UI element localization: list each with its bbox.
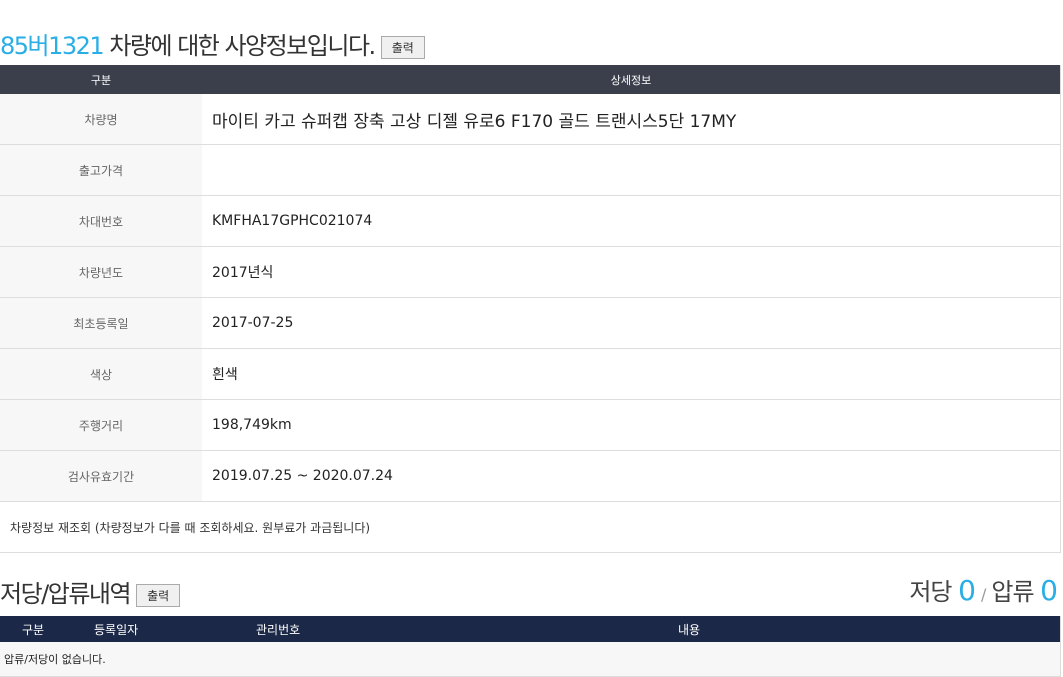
lien-table: 구분 등록일자 관리번호 내용 압류/저당이 없습니다. [0, 616, 1061, 677]
row-value: 2019.07.25 ~ 2020.07.24 [202, 450, 1061, 502]
lien-title-text: 저당/압류내역 [0, 580, 132, 608]
col-content: 내용 [677, 616, 1061, 642]
table-row: 차량년도 2017년식 [0, 246, 1061, 298]
row-label: 차량명 [0, 94, 202, 145]
table-row: 최초등록일 2017-07-25 [0, 297, 1061, 349]
row-value: 198,749km [202, 399, 1061, 451]
row-value [202, 144, 1061, 196]
requery-link[interactable]: 차량정보 재조회 (차량정보가 다를 때 조회하세요. 원부료가 과금됩니다) [0, 501, 1061, 553]
row-value: 흰색 [202, 348, 1061, 400]
col-label: 구분 [0, 65, 202, 94]
row-label: 최초등록일 [0, 297, 202, 349]
col-date: 등록일자 [93, 616, 255, 642]
row-value: 2017년식 [202, 246, 1061, 298]
lien-counts: 저당 0/압류 0 [909, 572, 1058, 607]
title-text: 차량에 대한 사양정보입니다. [103, 32, 376, 60]
table-row: 검사유효기간 2019.07.25 ~ 2020.07.24 [0, 450, 1061, 502]
row-label: 주행거리 [0, 399, 202, 451]
table-row: 차대번호 KMFHA17GPHC021074 [0, 195, 1061, 247]
table-row: 주행거리 198,749km [0, 399, 1061, 451]
row-value: 마이티 카고 슈퍼캡 장축 고상 디젤 유로6 F170 골드 트랜시스5단 1… [202, 94, 1061, 145]
col-detail: 상세정보 [202, 65, 1061, 94]
plate-number: 85버1321 [0, 32, 105, 60]
row-label: 출고가격 [0, 144, 202, 196]
lien-title: 저당/압류내역 출력 [0, 574, 181, 609]
col-type: 구분 [0, 616, 93, 642]
row-label: 검사유효기간 [0, 450, 202, 502]
page-title: 85버1321 차량에 대한 사양정보입니다. 출력 [0, 26, 425, 61]
row-label: 색상 [0, 348, 202, 400]
row-label: 차량년도 [0, 246, 202, 298]
mortgage-count: 0 [958, 574, 976, 607]
row-label: 차대번호 [0, 195, 202, 247]
table-row: 색상 흰색 [0, 348, 1061, 400]
separator: / [980, 585, 986, 604]
col-number: 관리번호 [255, 616, 677, 642]
table-row: 출고가격 [0, 144, 1061, 196]
row-value: KMFHA17GPHC021074 [202, 195, 1061, 247]
lien-print-button[interactable]: 출력 [136, 583, 181, 607]
spec-table: 구분 상세정보 차량명 마이티 카고 슈퍼캡 장축 고상 디젤 유로6 F170 골… [0, 65, 1061, 553]
seizure-label: 압류 [991, 578, 1034, 606]
empty-message: 압류/저당이 없습니다. [0, 642, 1061, 677]
mortgage-label: 저당 [909, 578, 952, 606]
table-row: 차량명 마이티 카고 슈퍼캡 장축 고상 디젤 유로6 F170 골드 트랜시스5… [0, 94, 1061, 145]
seizure-count: 0 [1040, 574, 1058, 607]
row-value: 2017-07-25 [202, 297, 1061, 349]
print-button[interactable]: 출력 [380, 35, 425, 59]
